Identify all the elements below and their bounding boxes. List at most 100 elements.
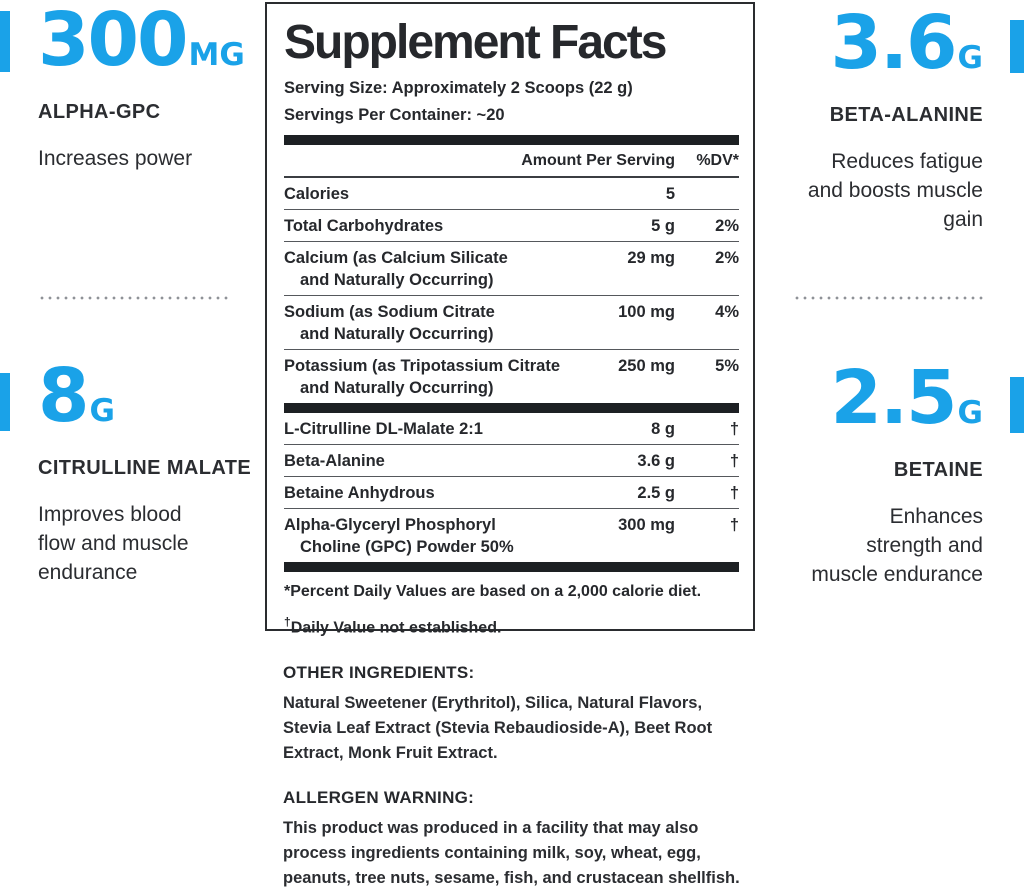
callout-unit: MG	[188, 37, 245, 73]
allergen-warning-line: process ingredients containing milk, soy…	[283, 844, 701, 862]
callout-description: Increases power	[38, 144, 256, 173]
desc-line: gain	[943, 208, 983, 231]
panel-title: Supplement Facts	[284, 16, 667, 69]
table-row: Beta-Alanine 3.6 g †	[284, 445, 739, 477]
callout-value: 2.5G	[743, 361, 983, 445]
nutrient-name-line1: Sodium (as Sodium Citrate	[284, 303, 495, 321]
nutrient-name: Sodium (as Sodium Citrate and Naturally O…	[284, 301, 575, 345]
accent-bar-top-left	[0, 11, 10, 72]
callout-betaine: 2.5G BETAINE Enhances strength and muscl…	[743, 361, 983, 589]
nutrient-name-line1: Calcium (as Calcium Silicate	[284, 249, 508, 267]
callout-value: 8G	[38, 359, 256, 443]
dotted-divider-right	[793, 296, 984, 300]
other-ingredients-heading: OTHER INGREDIENTS:	[283, 663, 475, 682]
nutrient-name: Betaine Anhydrous	[284, 482, 575, 504]
accent-bar-bottom-left	[0, 373, 10, 431]
desc-line: strength and	[866, 534, 983, 557]
callout-number: 300	[38, 0, 188, 83]
nutrient-amount: 3.6 g	[637, 452, 675, 470]
footnote-dagger-text: Daily Value not established.	[290, 619, 502, 637]
nutrient-dv: †	[729, 452, 739, 470]
callout-unit: G	[957, 395, 983, 431]
desc-line: Improves blood	[38, 503, 182, 526]
nutrient-amount: 5	[665, 185, 675, 203]
callout-alpha-gpc: 300MG ALPHA-GPC Increases power	[38, 3, 256, 173]
allergen-warning-line: peanuts, tree nuts, sesame, fish, and cr…	[283, 869, 740, 887]
callout-ingredient-name: BETAINE	[893, 459, 983, 481]
callout-description: Improves blood flow and muscle endurance	[38, 500, 256, 587]
nutrient-name-line1: L-Citrulline DL-Malate 2:1	[284, 420, 483, 438]
desc-line: flow and muscle	[38, 532, 189, 555]
callout-description: Reduces fatigue and boosts muscle gain	[758, 147, 983, 234]
nutrient-amount: 250 mg	[618, 357, 675, 375]
accent-bar-top-right	[1010, 20, 1024, 73]
nutrient-dv: 4%	[715, 303, 739, 321]
nutrient-name-line2: and Naturally Occurring)	[300, 379, 494, 397]
nutrient-name-line2: Choline (GPC) Powder 50%	[300, 538, 514, 556]
allergen-warning-line: This product was produced in a facility …	[283, 819, 699, 837]
desc-line: endurance	[38, 561, 138, 584]
section-bar	[284, 562, 739, 572]
callout-number: 8	[38, 353, 89, 439]
table-row: Calcium (as Calcium Silicate and Naturall…	[284, 242, 739, 296]
table-row: Total Carbohydrates 5 g 2%	[284, 210, 739, 242]
table-row: Betaine Anhydrous 2.5 g †	[284, 477, 739, 509]
callout-unit: G	[89, 393, 115, 429]
supplement-facts-panel: Supplement Facts Serving Size: Approxima…	[265, 2, 755, 636]
nutrient-dv: †	[729, 420, 739, 438]
callout-ingredient-name: ALPHA-GPC	[38, 101, 161, 123]
desc-line: Enhances	[889, 505, 983, 528]
nutrient-amount: 100 mg	[618, 303, 675, 321]
nutrient-dv	[675, 183, 739, 205]
table-row: L-Citrulline DL-Malate 2:1 8 g †	[284, 413, 739, 445]
callout-value: 300MG	[38, 3, 256, 87]
footnote-daily-values: *Percent Daily Values are based on a 2,0…	[284, 583, 702, 600]
column-header-row: Amount Per Serving %DV*	[284, 145, 739, 178]
column-header-amount: Amount Per Serving	[521, 152, 675, 169]
column-header-dv: %DV*	[696, 152, 739, 169]
nutrient-amount: 2.5 g	[637, 484, 675, 502]
nutrient-dv: 5%	[715, 357, 739, 375]
nutrients-section: Calories 5 Total Carbohydrates 5 g 2% Ca…	[284, 178, 739, 403]
callout-number: 2.5	[830, 355, 957, 441]
table-row: Potassium (as Tripotassium Citrate and Na…	[284, 350, 739, 403]
nutrient-name-line1: Betaine Anhydrous	[284, 484, 435, 502]
nutrient-amount: 8 g	[651, 420, 675, 438]
footnote-dagger: †Daily Value not established.	[284, 611, 739, 639]
dotted-divider-left	[38, 296, 229, 300]
nutrient-name: Total Carbohydrates	[284, 215, 575, 237]
callout-number: 3.6	[830, 0, 957, 86]
callout-ingredient-name: BETA-ALANINE	[829, 104, 983, 126]
desc-line: and boosts muscle	[807, 179, 983, 202]
desc-line: Reduces fatigue	[831, 150, 983, 173]
nutrient-name: L-Citrulline DL-Malate 2:1	[284, 418, 575, 440]
nutrient-dv: †	[729, 516, 739, 534]
nutrient-name-line1: Beta-Alanine	[284, 452, 385, 470]
nutrient-name-line2: and Naturally Occurring)	[300, 325, 494, 343]
table-row: Sodium (as Sodium Citrate and Naturally O…	[284, 296, 739, 350]
dagger-symbol: †	[284, 615, 291, 629]
footnotes: *Percent Daily Values are based on a 2,0…	[284, 581, 739, 639]
callout-value: 3.6G	[758, 6, 983, 90]
callout-description: Enhances strength and muscle endurance	[743, 502, 983, 589]
table-row: Calories 5	[284, 178, 739, 210]
other-ingredients-line: Stevia Leaf Extract (Stevia Rebaudioside…	[283, 719, 713, 737]
additional-info: OTHER INGREDIENTS: Natural Sweetener (Er…	[283, 663, 773, 891]
nutrient-name: Potassium (as Tripotassium Citrate and Na…	[284, 355, 575, 399]
nutrient-amount: 5 g	[651, 217, 675, 235]
nutrient-name: Calcium (as Calcium Silicate and Naturall…	[284, 247, 575, 291]
nutrient-name: Calories	[284, 183, 575, 205]
nutrient-name-line1: Alpha-Glyceryl Phosphoryl	[284, 516, 496, 534]
allergen-warning-heading: ALLERGEN WARNING:	[283, 788, 475, 807]
nutrient-name: Beta-Alanine	[284, 450, 575, 472]
section-bar	[284, 135, 739, 145]
nutrient-dv: †	[729, 484, 739, 502]
nutrient-dv: 2%	[715, 249, 739, 267]
desc-line: muscle endurance	[811, 563, 983, 586]
nutrient-dv: 2%	[715, 217, 739, 235]
nutrient-amount: 300 mg	[618, 516, 675, 534]
serving-size: Serving Size: Approximately 2 Scoops (22…	[284, 79, 633, 97]
desc-line: Increases power	[38, 147, 193, 170]
servings-per-container: Servings Per Container: ~20	[284, 106, 505, 124]
